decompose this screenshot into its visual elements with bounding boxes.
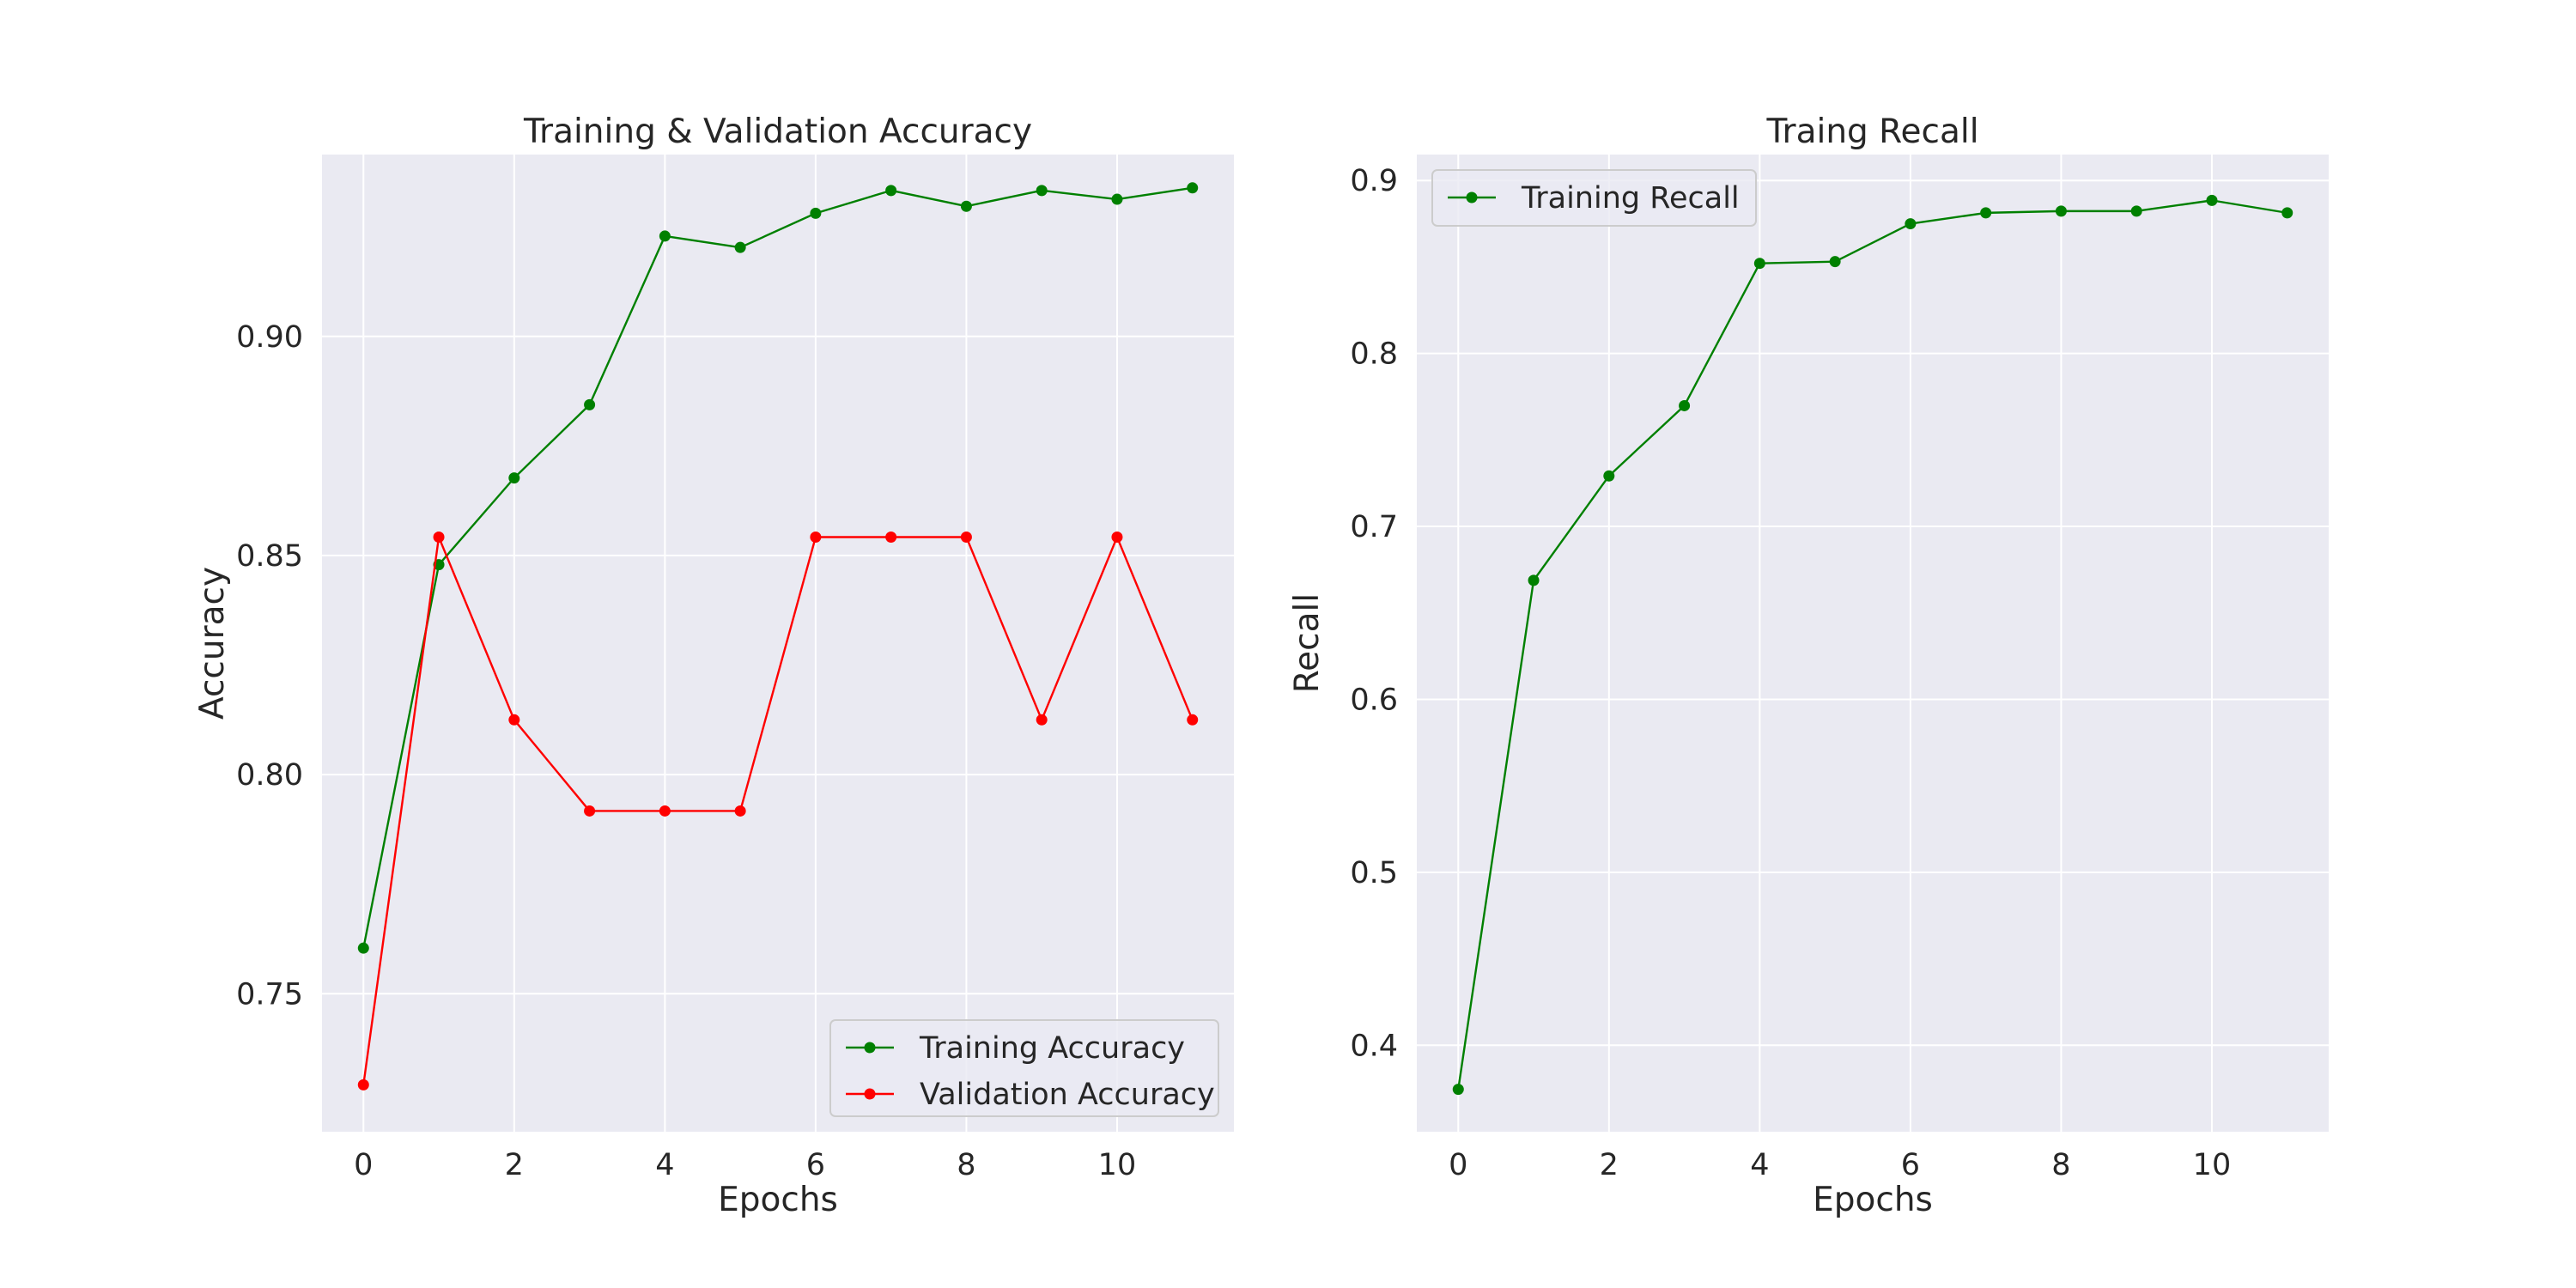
chart0-series-0-point	[960, 200, 972, 212]
chart0-series-0-point	[357, 942, 369, 954]
chart0-series-1-point	[357, 1078, 369, 1091]
chart0-series-1-point	[433, 532, 445, 544]
chart1-series-0-point	[1528, 574, 1540, 586]
chart1-ytick-label: 0.5	[1350, 856, 1398, 890]
chart0-series-0-point	[734, 241, 746, 253]
chart0-series-1-point	[1187, 714, 1199, 726]
chart0-series-1-point	[960, 532, 972, 544]
chart0-ytick-label: 0.80	[236, 758, 303, 793]
chart1-xtick-label: 2	[1600, 1148, 1619, 1182]
chart0-series-1-point	[659, 805, 671, 817]
chart0-series-0-point	[584, 398, 596, 410]
chart0-legend-label: Validation Accuracy	[920, 1078, 1215, 1112]
chart1-xtick-label: 8	[2051, 1148, 2070, 1182]
chart1-legend: Training Recall	[1431, 169, 1757, 227]
chart1-series-0-point	[1829, 256, 1841, 268]
chart0-plot-area	[322, 155, 1234, 1132]
chart0-title: Training & Validation Accuracy	[523, 112, 1032, 151]
chart0-series-1-point	[1111, 532, 1123, 544]
chart0-xtick-label: 10	[1098, 1148, 1137, 1182]
chart0-series-0-line	[362, 186, 1193, 949]
chart1-series-0-point	[1753, 258, 1765, 270]
chart0-series-1-point	[584, 805, 596, 817]
chart0-legend-box	[829, 1019, 1219, 1117]
chart0-series-1-point	[810, 532, 822, 544]
chart1-group: 0 2 4 6 8 10 0.4 0.5 0.6 0.7 0.8 0.9 Traing Recall Ep…	[1288, 112, 2329, 1219]
chart0-series-1-point	[1036, 714, 1048, 726]
chart0-legend-swatch-marker	[864, 1042, 876, 1054]
chart0-series-0-point	[1111, 193, 1123, 205]
chart0-xtick-label: 8	[957, 1148, 975, 1182]
chart0-ytick-label: 0.75	[236, 977, 303, 1012]
chart0-legend-label: Training Accuracy	[919, 1031, 1185, 1066]
chart1-xtick-label: 10	[2193, 1148, 2232, 1182]
chart0-ytick-label: 0.90	[236, 320, 303, 355]
chart1-series-0-point	[1603, 470, 1615, 482]
chart0-legend-swatch-marker	[864, 1088, 876, 1100]
chart1-legend-box	[1431, 169, 1757, 227]
chart1-series-0-line	[1457, 199, 2287, 1090]
chart0-series-0-point	[659, 230, 671, 242]
chart1-ytick-label: 0.4	[1350, 1029, 1398, 1063]
chart1-series-0-point	[2055, 205, 2067, 217]
chart0-series-0-point	[885, 185, 897, 197]
chart1-plot-area	[1417, 155, 2329, 1132]
chart0-legend: Training Accuracy Validation Accuracy	[829, 1019, 1219, 1117]
chart1-xtick-label: 6	[1901, 1148, 1920, 1182]
chart0-xtick-label: 6	[806, 1148, 825, 1182]
chart0-ylabel: Accuracy	[193, 567, 232, 720]
chart0-group: 0 2 4 6 8 10 0.75 0.80 0.85 0.90 Training & Valida…	[193, 112, 1234, 1219]
chart0-xtick-label: 0	[354, 1148, 373, 1182]
chart1-ytick-label: 0.9	[1350, 164, 1398, 198]
chart1-series-0-point	[1905, 218, 1917, 230]
chart0-series-0-point	[508, 472, 520, 484]
chart1-xtick-label: 4	[1750, 1148, 1769, 1182]
chart1-legend-label: Training Recall	[1521, 181, 1740, 216]
chart0-ytick-label: 0.85	[236, 539, 303, 574]
chart0-series-0-point	[1036, 185, 1048, 197]
chart1-ytick-label: 0.7	[1350, 510, 1398, 544]
chart0-series-0-point	[1187, 182, 1199, 194]
chart1-ytick-label: 0.8	[1350, 337, 1398, 372]
chart1-ytick-label: 0.6	[1350, 683, 1398, 717]
chart0-series-1-point	[885, 532, 897, 544]
chart0-xtick-label: 2	[505, 1148, 524, 1182]
chart1-series-0-point	[1980, 207, 1992, 219]
chart1-series-0-point	[2206, 194, 2218, 206]
chart0-series-1-point	[734, 805, 746, 817]
chart1-title: Traing Recall	[1765, 112, 1978, 151]
chart0-xtick-label: 4	[655, 1148, 674, 1182]
chart1-series-0-point	[1452, 1084, 1464, 1096]
chart1-xlabel: Epochs	[1813, 1181, 1933, 1219]
chart1-ylabel: Recall	[1288, 593, 1327, 693]
chart1-series-0-point	[2281, 207, 2293, 219]
chart0-xlabel: Epochs	[718, 1181, 838, 1219]
chart1-series-0-point	[1679, 399, 1691, 411]
chart0-series-0-point	[810, 207, 822, 219]
chart1-xtick-label: 0	[1449, 1148, 1467, 1182]
chart1-series-0-point	[2130, 205, 2142, 217]
chart1-legend-swatch-marker	[1466, 191, 1478, 204]
chart0-series-1-line	[362, 536, 1194, 1085]
chart0-series-1-point	[508, 714, 520, 726]
